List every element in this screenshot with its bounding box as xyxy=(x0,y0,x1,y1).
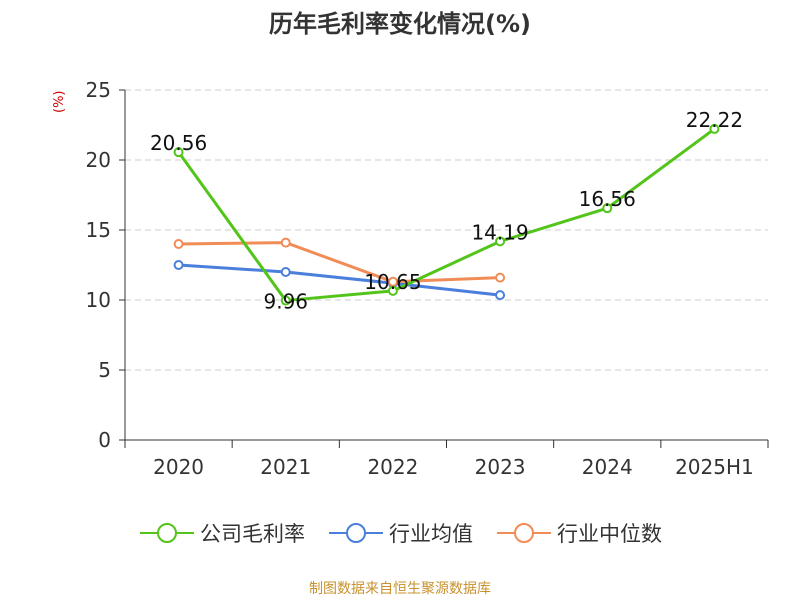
y-tick-label: 0 xyxy=(98,428,111,452)
legend-circle xyxy=(157,523,177,543)
legend-label: 公司毛利率 xyxy=(200,522,305,546)
y-tick-label: 25 xyxy=(86,78,111,102)
data-point xyxy=(495,272,506,283)
series-line xyxy=(178,263,501,297)
data-point xyxy=(387,285,398,296)
legend-label: 行业中位数 xyxy=(557,522,662,546)
y-tick-label: 20 xyxy=(86,148,111,172)
legend-marker-icon xyxy=(497,523,551,543)
data-point xyxy=(602,203,613,214)
data-label: 16.56 xyxy=(579,187,636,211)
chart-title: 历年毛利率变化情况(%) xyxy=(269,10,531,38)
data-point xyxy=(173,147,184,158)
legend-item: 行业中位数 xyxy=(495,518,662,548)
legend-marker-icon xyxy=(140,523,194,543)
x-tick-label: 2022 xyxy=(367,455,418,479)
legend-label: 行业均值 xyxy=(389,522,473,546)
legend-marker-icon xyxy=(329,523,383,543)
source-footer: 制图数据来自恒生聚源数据库 xyxy=(309,581,491,597)
data-point xyxy=(173,260,184,270)
data-label: 22.22 xyxy=(686,108,743,132)
y-tick-label: 15 xyxy=(86,218,111,242)
data-point xyxy=(709,123,720,134)
x-tick-label: 2025H1 xyxy=(675,455,754,479)
legend: 公司毛利率 行业均值 行业中位数 xyxy=(0,518,800,548)
x-tick-label: 2021 xyxy=(260,455,311,479)
series-line xyxy=(177,127,716,303)
x-tick-label: 2024 xyxy=(582,455,633,479)
x-tick-label: 2023 xyxy=(475,455,526,479)
data-label: 9.96 xyxy=(263,290,308,314)
legend-circle xyxy=(514,523,534,543)
legend-item: 行业均值 xyxy=(327,518,473,548)
data-point xyxy=(495,236,506,247)
data-label: 14.19 xyxy=(471,220,528,244)
y-tick-label: 10 xyxy=(86,288,111,312)
data-label: 20.56 xyxy=(150,131,207,155)
legend-circle xyxy=(346,523,366,543)
x-tick-label: 2020 xyxy=(153,455,204,479)
data-point xyxy=(173,239,184,249)
data-point xyxy=(280,295,291,306)
data-point xyxy=(280,267,291,277)
data-point xyxy=(387,276,398,287)
data-point xyxy=(280,237,291,248)
y-tick-label: 5 xyxy=(98,358,111,382)
legend-item: 公司毛利率 xyxy=(138,518,305,548)
series-line xyxy=(178,241,501,284)
data-label: 10.65 xyxy=(364,270,421,294)
data-point xyxy=(495,290,506,301)
